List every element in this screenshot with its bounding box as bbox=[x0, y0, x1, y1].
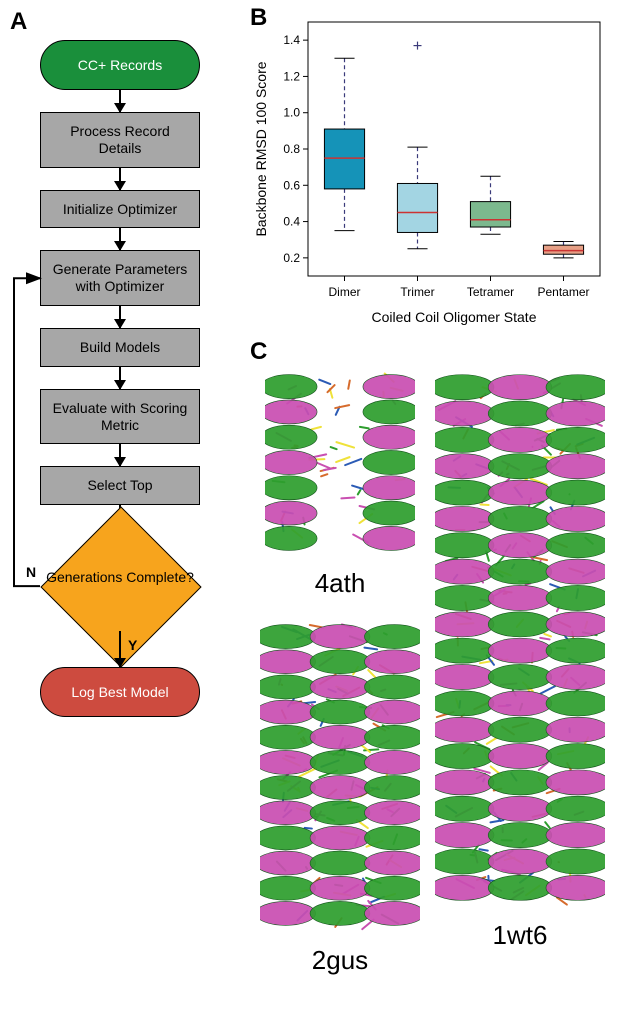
flow-node-label: Generations Complete? bbox=[40, 569, 200, 585]
svg-text:Backbone RMSD 100 Score: Backbone RMSD 100 Score bbox=[253, 61, 269, 236]
protein-panel: 4ath 2gus 1wt6 bbox=[250, 360, 610, 990]
flow-node-build-models: Build Models bbox=[40, 328, 200, 367]
flow-node-process-record: Process Record Details bbox=[40, 112, 200, 168]
flow-node-evaluate: Evaluate with Scoring Metric bbox=[40, 389, 200, 445]
boxplot-chart: 0.2 0.4 0.6 0.8 1.0 1.2 1.4 Dimer Trimer Tetrame… bbox=[250, 10, 610, 330]
protein-label-2gus: 2gus bbox=[260, 945, 420, 976]
svg-text:0.4: 0.4 bbox=[283, 215, 300, 229]
svg-text:1.2: 1.2 bbox=[283, 69, 300, 83]
protein-1wt6 bbox=[435, 360, 605, 915]
flow-arrow bbox=[119, 228, 121, 250]
protein-label-4ath: 4ath bbox=[265, 568, 415, 599]
flow-arrow bbox=[119, 90, 121, 112]
flow-node-label: Initialize Optimizer bbox=[63, 201, 177, 217]
flow-node-label: Select Top bbox=[87, 477, 152, 493]
flow-arrow bbox=[119, 444, 121, 466]
flow-node-generate-params: Generate Parameters with Optimizer bbox=[40, 250, 200, 306]
svg-text:Dimer: Dimer bbox=[329, 285, 361, 299]
svg-text:1.4: 1.4 bbox=[283, 33, 300, 47]
flow-node-label: Evaluate with Scoring Metric bbox=[53, 400, 188, 433]
diamond-shape bbox=[40, 507, 201, 668]
flow-node-label: CC+ Records bbox=[78, 57, 162, 74]
flow-arrow bbox=[119, 631, 121, 667]
panel-label-a: A bbox=[10, 8, 27, 36]
svg-text:0.6: 0.6 bbox=[283, 178, 300, 192]
edge-label-yes: Y bbox=[128, 637, 137, 653]
svg-text:Coiled Coil Oligomer State: Coiled Coil Oligomer State bbox=[372, 309, 537, 325]
edge-label-no: N bbox=[26, 564, 36, 580]
protein-4ath bbox=[265, 360, 415, 565]
svg-text:0.2: 0.2 bbox=[283, 251, 300, 265]
flow-node-label: Build Models bbox=[80, 339, 160, 355]
flow-arrow bbox=[119, 306, 121, 328]
svg-text:1.0: 1.0 bbox=[283, 106, 300, 120]
svg-text:Pentamer: Pentamer bbox=[537, 285, 589, 299]
boxplot-svg: 0.2 0.4 0.6 0.8 1.0 1.2 1.4 Dimer Trimer Tetrame… bbox=[250, 10, 610, 330]
flowchart: CC+ Records Process Record Details Initi… bbox=[10, 40, 230, 717]
svg-text:Trimer: Trimer bbox=[400, 285, 434, 299]
flow-node-init-optimizer: Initialize Optimizer bbox=[40, 190, 200, 229]
protein-2gus bbox=[260, 610, 420, 940]
protein-label-1wt6: 1wt6 bbox=[435, 920, 605, 951]
flow-node-label: Process Record Details bbox=[70, 123, 170, 156]
flow-node-decision: Generations Complete? bbox=[40, 541, 200, 631]
flow-arrow bbox=[119, 168, 121, 190]
svg-text:0.8: 0.8 bbox=[283, 142, 300, 156]
flow-node-label: Generate Parameters with Optimizer bbox=[53, 261, 188, 294]
flow-node-label: Log Best Model bbox=[71, 684, 168, 701]
svg-text:Tetramer: Tetramer bbox=[467, 285, 514, 299]
flow-node-start: CC+ Records bbox=[40, 40, 200, 90]
flow-arrow bbox=[119, 367, 121, 389]
flow-node-end: Log Best Model bbox=[40, 667, 200, 717]
flow-node-select-top: Select Top bbox=[40, 466, 200, 505]
